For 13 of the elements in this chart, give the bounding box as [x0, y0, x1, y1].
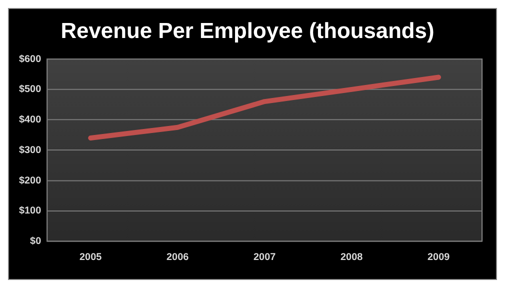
y-tick-label: $500	[18, 84, 42, 96]
x-tick-label: 2005	[80, 252, 102, 263]
x-tick-label: 2006	[166, 252, 190, 263]
x-tick-label: 2009	[427, 252, 450, 263]
y-tick-label: $200	[18, 175, 42, 186]
y-tick-label: $400	[18, 114, 42, 126]
x-tick-label: 2007	[254, 252, 276, 263]
y-tick-label: $300	[18, 144, 42, 156]
y-tick-label: $0	[30, 236, 42, 248]
y-tick-label: $600	[18, 54, 42, 65]
y-tick-label: $100	[18, 206, 42, 217]
chart-title: Revenue Per Employee (thousands)	[60, 18, 434, 44]
x-tick-label: 2008	[340, 252, 364, 263]
